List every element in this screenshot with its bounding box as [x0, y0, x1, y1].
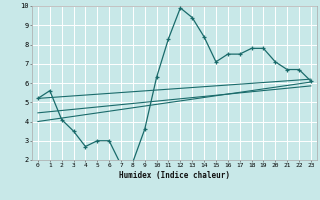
X-axis label: Humidex (Indice chaleur): Humidex (Indice chaleur)	[119, 171, 230, 180]
